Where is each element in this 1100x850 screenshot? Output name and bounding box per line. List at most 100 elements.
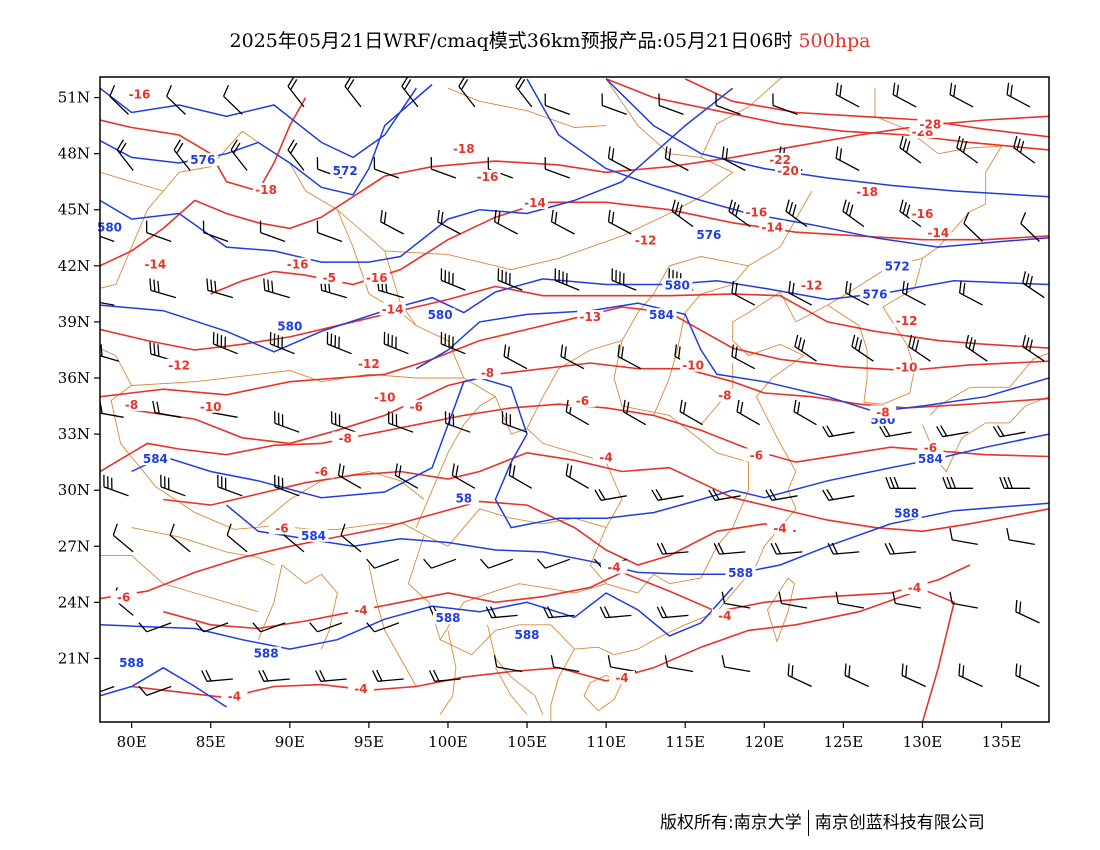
boundary-line [550, 648, 575, 722]
label-backing [909, 207, 936, 221]
temperature-label: -16 [366, 271, 388, 285]
boundary-line [257, 564, 338, 650]
height-label: 580 [277, 319, 302, 333]
wind-barb [160, 474, 186, 497]
wind-barb [1015, 663, 1040, 688]
wind-barb [493, 209, 518, 235]
temperature-label: -8 [339, 432, 352, 446]
y-tick-label: 24N [58, 593, 90, 611]
wind-barb [201, 669, 233, 682]
temperature-label: -16 [746, 205, 768, 219]
label-backing [775, 164, 801, 178]
temperature-contour-line [100, 97, 307, 192]
temperature-label: -8 [481, 366, 494, 380]
wind-barb [664, 655, 694, 673]
wind-barb [501, 411, 528, 433]
temperature-label: -4 [354, 604, 367, 618]
label-backing [166, 358, 193, 372]
wind-barb [372, 669, 404, 682]
x-tick-label: 130E [903, 733, 943, 751]
temperature-contour-line [100, 115, 1049, 267]
boundary-line [131, 527, 275, 566]
wind-barb [679, 399, 703, 426]
wind-barb [109, 85, 129, 115]
temperature-label: -12 [896, 314, 918, 328]
y-tick-label: 33N [58, 425, 90, 443]
height-label: 584 [649, 308, 674, 322]
label-backing [743, 205, 770, 219]
wind-barb [149, 278, 177, 299]
wind-barb [258, 669, 290, 682]
wind-barb [770, 542, 803, 555]
height-label: 584 [143, 452, 168, 466]
wind-barb [100, 685, 115, 693]
label-backing [569, 394, 596, 408]
boundary-line [424, 508, 607, 547]
label-backing [759, 220, 786, 234]
wind-barb [1006, 527, 1035, 546]
boundary-line [526, 340, 623, 429]
height-contour-line [100, 586, 734, 650]
boundary-line [439, 583, 607, 640]
wind-barb [736, 399, 760, 426]
wind-barb [1022, 271, 1045, 299]
wind-barb [212, 331, 238, 355]
temperature-label: -18 [856, 185, 878, 199]
height-contour-line [100, 666, 227, 708]
wind-barb [373, 157, 400, 179]
x-tick-label: 110E [586, 733, 626, 751]
temperature-label: -16 [287, 258, 309, 272]
label-backing [450, 141, 477, 155]
height-label: 58 [455, 491, 472, 505]
wind-barb [330, 411, 357, 433]
temperature-contour-line [100, 285, 1049, 351]
wind-barb [100, 301, 115, 306]
label-backing [577, 310, 604, 323]
label-backing [308, 465, 335, 479]
label-backing [893, 313, 920, 327]
label-backing [253, 182, 280, 196]
wind-barb [145, 220, 172, 243]
y-tick-label: 30N [58, 481, 90, 499]
temperature-contour-line [163, 564, 971, 630]
label-backing [316, 270, 343, 284]
temperature-contour-line [100, 500, 797, 600]
height-label: 576 [862, 288, 887, 302]
temperature-label: -22 [769, 153, 791, 167]
height-label: 588 [435, 611, 460, 625]
wind-barb [195, 622, 229, 633]
credit-left: 版权所有:南京大学 [660, 813, 802, 833]
label-backing [433, 611, 463, 624]
wind-barb [508, 463, 533, 489]
temperature-label: -16 [477, 170, 499, 184]
label-backing [142, 257, 169, 271]
label-backing [601, 560, 627, 574]
boundary-line [131, 77, 784, 271]
wind-barb [202, 220, 229, 243]
wind-barb [1013, 135, 1036, 164]
boundary-line [827, 258, 923, 405]
wind-barb [440, 268, 466, 291]
wind-barb [731, 344, 756, 370]
wind-barb [942, 476, 974, 489]
temperature-label: -14 [524, 196, 546, 210]
credit-right: 南京创蓝科技有限公司 [814, 813, 985, 833]
x-tick-label: 120E [745, 733, 785, 751]
label-backing [363, 270, 390, 284]
label-backing [94, 220, 125, 234]
wind-barb [259, 220, 286, 243]
temperature-label: -8 [125, 398, 138, 412]
wind-barb [879, 425, 912, 438]
label-backing [274, 319, 305, 333]
temperature-label: -4 [607, 561, 620, 575]
x-tick-label: 80E [117, 733, 147, 751]
label-backing [860, 287, 890, 301]
y-tick-label: 48N [58, 145, 90, 163]
wind-barb [344, 77, 362, 108]
wind-barb [992, 425, 1026, 438]
label-backing [767, 521, 794, 535]
wind-barb [885, 476, 917, 489]
wind-barb [842, 199, 865, 228]
label-backing [126, 87, 153, 101]
label-backing [403, 399, 430, 413]
